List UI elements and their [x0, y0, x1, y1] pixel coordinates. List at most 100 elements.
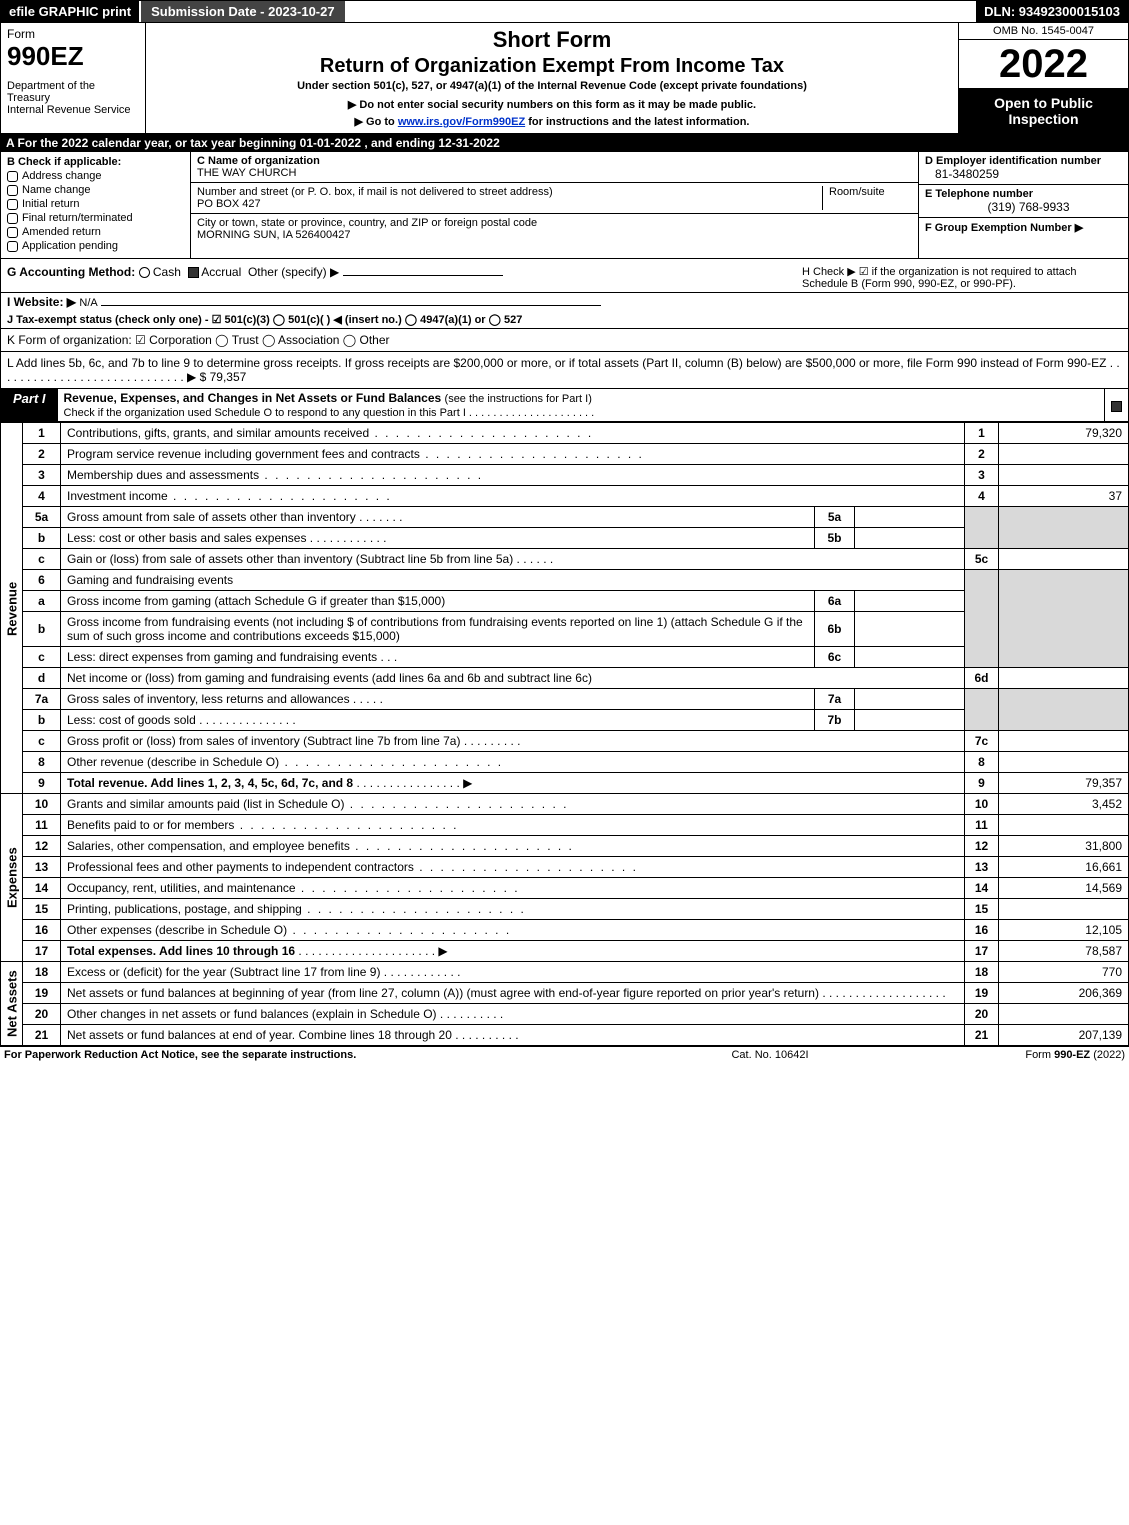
amount-cell: [999, 752, 1129, 773]
chk-application-pending[interactable]: Application pending: [7, 240, 184, 252]
amount-cell: [999, 444, 1129, 465]
ein-val: 81-3480259: [925, 167, 1122, 181]
amount-cell: 206,369: [999, 983, 1129, 1004]
irs-link[interactable]: www.irs.gov/Form990EZ: [398, 116, 525, 128]
dept-label: Department of the Treasury Internal Reve…: [7, 80, 139, 116]
table-row: c Less: direct expenses from gaming and …: [1, 647, 1129, 668]
box-no: 13: [965, 857, 999, 878]
under-section: Under section 501(c), 527, or 4947(a)(1)…: [154, 80, 950, 92]
amount-cell: 31,800: [999, 836, 1129, 857]
short-form-title: Short Form: [154, 27, 950, 53]
amount-cell: [999, 731, 1129, 752]
chk-final-return[interactable]: Final return/terminated: [7, 212, 184, 224]
d: Professional fees and other payments to …: [67, 860, 414, 874]
chk-lbl: Final return/terminated: [22, 212, 133, 224]
line-desc: Net income or (loss) from gaming and fun…: [61, 668, 965, 689]
part-1-subtitle: (see the instructions for Part I): [445, 393, 592, 405]
line-no: 14: [23, 878, 61, 899]
checkbox-icon: [7, 213, 18, 224]
instruction-1: ▶ Do not enter social security numbers o…: [154, 98, 950, 111]
box-no: 8: [965, 752, 999, 773]
l-text: L Add lines 5b, 6c, and 7b to line 9 to …: [7, 356, 1120, 384]
table-row: 5a Gross amount from sale of assets othe…: [1, 507, 1129, 528]
g-label: G Accounting Method:: [7, 265, 135, 279]
table-row: 12 Salaries, other compensation, and emp…: [1, 836, 1129, 857]
footer-left: For Paperwork Reduction Act Notice, see …: [4, 1049, 515, 1061]
table-row: a Gross income from gaming (attach Sched…: [1, 591, 1129, 612]
instr2-pre: ▶ Go to: [355, 116, 398, 128]
line-desc: Total revenue. Add lines 1, 2, 3, 4, 5c,…: [61, 773, 965, 794]
box-no: 20: [965, 1004, 999, 1025]
chk-amended[interactable]: Amended return: [7, 226, 184, 238]
d: Investment income: [67, 489, 168, 503]
line-no: 20: [23, 1004, 61, 1025]
table-row: c Gain or (loss) from sale of assets oth…: [1, 549, 1129, 570]
footer-right: Form 990-EZ (2022): [1025, 1049, 1125, 1061]
line-desc: Occupancy, rent, utilities, and maintena…: [61, 878, 965, 899]
amount-cell: [999, 549, 1129, 570]
amount-cell: 770: [999, 962, 1129, 983]
line-desc: Membership dues and assessments: [61, 465, 965, 486]
col-c-address: C Name of organization THE WAY CHURCH Nu…: [191, 152, 918, 258]
box-no: 4: [965, 486, 999, 507]
chk-address-change[interactable]: Address change: [7, 170, 184, 182]
box-no: 14: [965, 878, 999, 899]
efile-print-button[interactable]: efile GRAPHIC print: [1, 1, 139, 22]
table-row: 4 Investment income 4 37: [1, 486, 1129, 507]
accrual-label: Accrual: [201, 265, 241, 279]
sub-val: [855, 528, 965, 549]
d: Total expenses. Add lines 10 through 16: [67, 944, 295, 958]
line-desc: Contributions, gifts, grants, and simila…: [61, 423, 965, 444]
chk-lbl: Name change: [22, 184, 91, 196]
box-no: 1: [965, 423, 999, 444]
other-specify-line[interactable]: [343, 275, 503, 276]
part-1-checkbox[interactable]: [1104, 389, 1128, 421]
table-row: 7a Gross sales of inventory, less return…: [1, 689, 1129, 710]
b-label: B Check if applicable:: [7, 156, 184, 168]
amount-cell: 79,320: [999, 423, 1129, 444]
amount-cell: [999, 668, 1129, 689]
sub-val: [855, 507, 965, 528]
d: Net assets or fund balances at end of ye…: [67, 1028, 452, 1042]
d: Other expenses (describe in Schedule O): [67, 923, 287, 937]
grey-cell: [965, 570, 999, 668]
chk-initial-return[interactable]: Initial return: [7, 198, 184, 210]
chk-lbl: Initial return: [22, 198, 79, 210]
line-desc: Grants and similar amounts paid (list in…: [61, 794, 965, 815]
line-no: 2: [23, 444, 61, 465]
row-i-website: I Website: ▶ N/A: [0, 293, 1129, 311]
chk-lbl: Amended return: [22, 226, 101, 238]
d: Contributions, gifts, grants, and simila…: [67, 426, 369, 440]
line-desc: Professional fees and other payments to …: [61, 857, 965, 878]
checkbox-icon: [7, 185, 18, 196]
d: Other changes in net assets or fund bala…: [67, 1007, 437, 1021]
d: Program service revenue including govern…: [67, 447, 420, 461]
d: Membership dues and assessments: [67, 468, 259, 482]
i-label: I Website: ▶: [7, 295, 76, 309]
line-no: c: [23, 731, 61, 752]
line-no: b: [23, 710, 61, 731]
line-desc: Gross income from gaming (attach Schedul…: [61, 591, 815, 612]
checkbox-filled-icon[interactable]: [188, 267, 199, 278]
chk-name-change[interactable]: Name change: [7, 184, 184, 196]
instruction-2: ▶ Go to www.irs.gov/Form990EZ for instru…: [154, 115, 950, 128]
radio-icon[interactable]: [139, 267, 150, 278]
table-row: Expenses 10 Grants and similar amounts p…: [1, 794, 1129, 815]
line-no: 11: [23, 815, 61, 836]
table-row: d Net income or (loss) from gaming and f…: [1, 668, 1129, 689]
header-left: Form 990EZ Department of the Treasury In…: [1, 23, 146, 133]
sub-val: [855, 591, 965, 612]
box-no: 5c: [965, 549, 999, 570]
line-desc: Net assets or fund balances at beginning…: [61, 983, 965, 1004]
amount-cell: 78,587: [999, 941, 1129, 962]
amount-cell: [999, 899, 1129, 920]
form-number: 990EZ: [7, 41, 139, 72]
table-row: 13 Professional fees and other payments …: [1, 857, 1129, 878]
line-desc: Salaries, other compensation, and employ…: [61, 836, 965, 857]
table-row: 15 Printing, publications, postage, and …: [1, 899, 1129, 920]
grey-cell: [999, 689, 1129, 731]
expenses-section-label: Expenses: [1, 794, 23, 962]
j-text: J Tax-exempt status (check only one) - ☑…: [7, 314, 522, 326]
box-no: 11: [965, 815, 999, 836]
form-header: Form 990EZ Department of the Treasury In…: [0, 23, 1129, 134]
